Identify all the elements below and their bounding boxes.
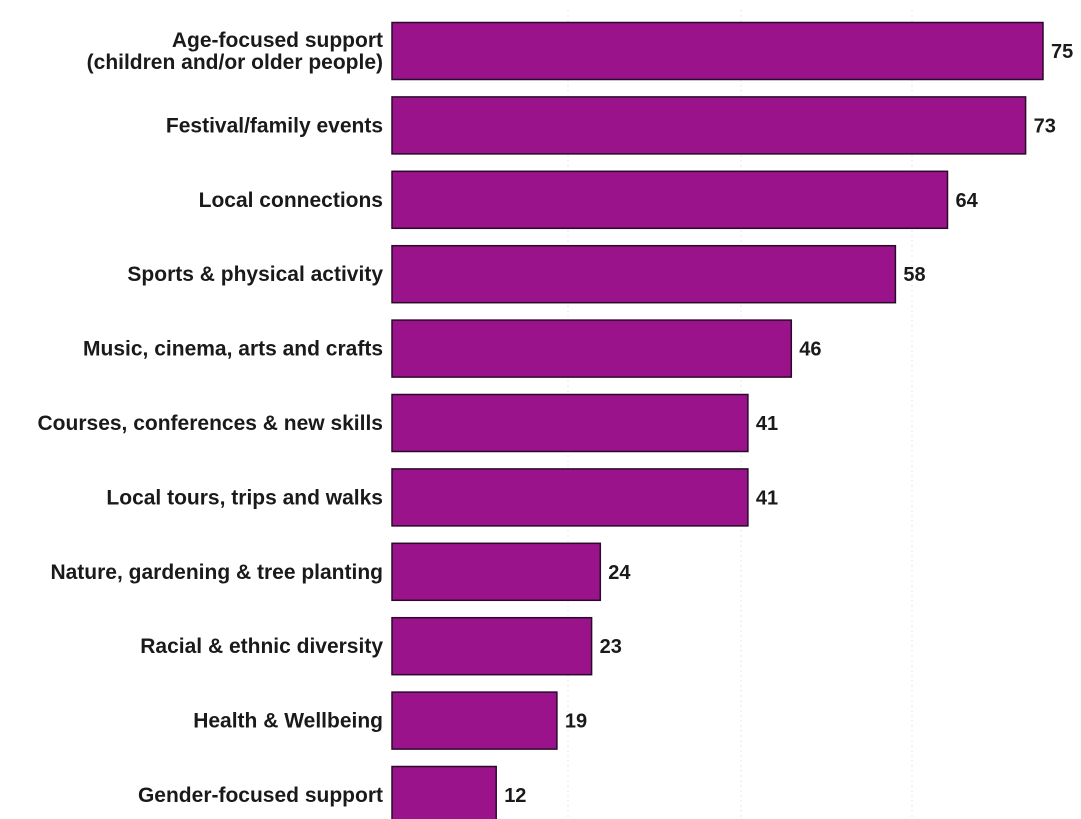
bar [391, 765, 497, 819]
bar [391, 96, 1027, 155]
category-label: Sports & physical activity [127, 263, 383, 286]
category-label: Racial & ethnic diversity [140, 635, 383, 658]
value-label: 73 [1034, 115, 1056, 137]
bar [391, 393, 749, 453]
category-label: Health & Wellbeing [193, 710, 383, 733]
category-label: Gender-focused support [138, 784, 383, 807]
category-label-line: Festival/family events [166, 114, 383, 137]
category-label-line: Courses, conferences & new skills [38, 412, 383, 435]
value-label: 58 [903, 264, 925, 286]
bar [391, 691, 558, 750]
category-label-line: Nature, gardening & tree planting [50, 561, 383, 584]
value-label: 41 [756, 413, 778, 435]
category-label: Nature, gardening & tree planting [50, 561, 383, 584]
category-label-line: Health & Wellbeing [193, 710, 383, 733]
value-label: 75 [1051, 41, 1073, 63]
bar [391, 170, 949, 230]
value-label: 19 [565, 711, 587, 733]
bar [391, 319, 793, 378]
category-label: Age-focused support (children and/or olde… [87, 29, 383, 74]
category-label-line: Sports & physical activity [127, 263, 383, 286]
category-label-line: (children and/or older people) [87, 51, 383, 74]
category-label-line: Music, cinema, arts and crafts [83, 338, 383, 361]
value-label: 41 [756, 487, 778, 509]
category-label: Courses, conferences & new skills [38, 412, 383, 435]
bars [391, 21, 1044, 819]
value-label: 46 [799, 339, 821, 361]
bar [391, 542, 602, 602]
category-label: Music, cinema, arts and crafts [83, 338, 383, 361]
value-labels: 75 73 64 58 46 41 41 24 23 19 12 [504, 41, 1073, 807]
category-label-line: Local connections [199, 189, 383, 212]
category-label-line: Local tours, trips and walks [106, 486, 383, 509]
value-label: 64 [956, 190, 979, 212]
value-label: 23 [600, 636, 622, 658]
category-label-line: Racial & ethnic diversity [140, 635, 383, 658]
category-label: Local connections [199, 189, 383, 212]
bar [391, 244, 897, 304]
category-label: Local tours, trips and walks [106, 486, 383, 509]
bar [391, 616, 593, 676]
category-label-line: Age-focused support [172, 29, 383, 52]
value-label: 12 [504, 785, 526, 807]
category-labels: Age-focused support (children and/or olde… [38, 29, 384, 807]
bar [391, 468, 749, 527]
bar [391, 21, 1044, 81]
category-label: Festival/family events [166, 114, 383, 137]
value-label: 24 [608, 562, 631, 584]
category-label-line: Gender-focused support [138, 784, 383, 807]
